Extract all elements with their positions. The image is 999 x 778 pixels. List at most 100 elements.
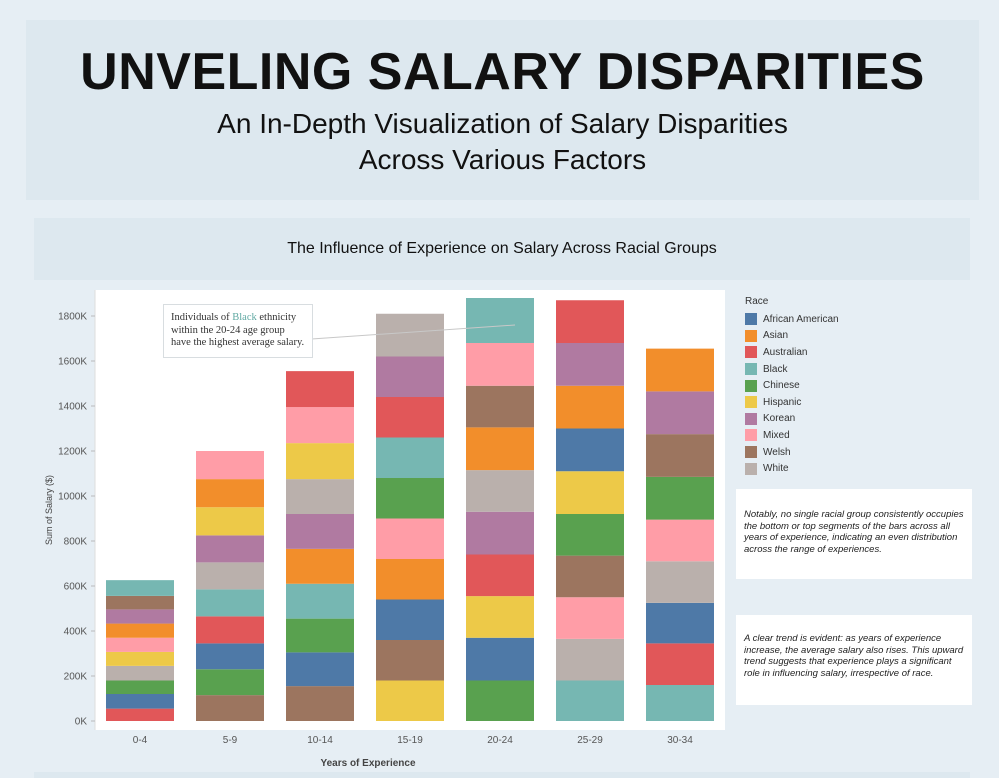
legend-item: Black bbox=[745, 361, 839, 378]
legend-swatch bbox=[745, 429, 757, 442]
insight-note-distribution: Notably, no single racial group consiste… bbox=[736, 489, 972, 579]
page-subtitle-line2: Across Various Factors bbox=[358, 144, 647, 175]
bar-segment bbox=[106, 609, 174, 624]
y-tick-label: 1000K bbox=[58, 492, 87, 503]
y-tick-label: 1800K bbox=[58, 312, 87, 323]
bar-segment bbox=[286, 443, 354, 480]
bar-segment bbox=[106, 580, 174, 596]
bar-segment bbox=[106, 665, 174, 681]
bar-segment bbox=[286, 371, 354, 408]
legend-label: Asian bbox=[763, 330, 789, 342]
bar-segment bbox=[646, 643, 714, 685]
bar-segment bbox=[196, 589, 264, 617]
x-axis-label: Years of Experience bbox=[320, 758, 415, 769]
legend-label: Chinese bbox=[763, 380, 800, 392]
legend-swatch bbox=[745, 446, 757, 459]
bar-segment bbox=[106, 708, 174, 721]
bar-segment bbox=[106, 623, 174, 638]
x-tick-label: 20-24 bbox=[487, 735, 513, 746]
legend-label: Welsh bbox=[763, 446, 791, 458]
page-title: UNVELING SALARY DISPARITIES bbox=[80, 43, 925, 101]
bar-segment bbox=[106, 637, 174, 652]
bar-segment bbox=[466, 596, 534, 638]
bar-segment bbox=[556, 428, 624, 472]
legend-swatch bbox=[745, 363, 757, 376]
legend-swatch bbox=[745, 329, 757, 342]
bar-segment bbox=[376, 437, 444, 478]
bar-segment bbox=[466, 427, 534, 471]
bar-segment bbox=[106, 694, 174, 709]
chart-title-bar: The Influence of Experience on Salary Ac… bbox=[34, 218, 970, 280]
bar-segment bbox=[646, 391, 714, 435]
legend-item: Hispanic bbox=[745, 394, 839, 411]
bar-segment bbox=[466, 385, 534, 428]
x-tick-label: 0-4 bbox=[133, 735, 148, 746]
bar-segment bbox=[376, 640, 444, 681]
bar-segment bbox=[646, 476, 714, 520]
legend: Race African American Asian Australian Blac… bbox=[745, 296, 839, 477]
bar-segment bbox=[466, 511, 534, 555]
legend-item: African American bbox=[745, 311, 839, 328]
bar-segment bbox=[286, 618, 354, 653]
x-tick-label: 25-29 bbox=[577, 735, 603, 746]
legend-swatch bbox=[745, 412, 757, 425]
legend-swatch bbox=[745, 346, 757, 359]
legend-label: Hispanic bbox=[763, 396, 802, 408]
legend-item: Asian bbox=[745, 328, 839, 345]
bar-segment bbox=[466, 343, 534, 386]
bar-segment bbox=[286, 686, 354, 721]
legend-label: Black bbox=[763, 363, 788, 375]
bar-segment bbox=[646, 685, 714, 721]
bar-segment bbox=[196, 643, 264, 670]
legend-title: Race bbox=[745, 296, 769, 307]
bar-segment bbox=[376, 559, 444, 600]
y-tick-label: 1200K bbox=[58, 447, 87, 458]
bar-segment bbox=[376, 356, 444, 397]
bar-segment bbox=[556, 680, 624, 721]
bar-segment bbox=[196, 695, 264, 721]
bar-segment bbox=[196, 669, 264, 696]
legend-item: Australian bbox=[745, 344, 839, 361]
bar-segment bbox=[106, 680, 174, 694]
annotation-leader-line bbox=[296, 324, 516, 341]
y-tick-label: 1600K bbox=[58, 357, 87, 368]
legend-label: White bbox=[763, 463, 789, 475]
legend-swatch bbox=[745, 462, 757, 475]
y-tick-label: 200K bbox=[64, 672, 88, 683]
bar-segment bbox=[196, 479, 264, 508]
bar-segment bbox=[556, 343, 624, 386]
bar-segment bbox=[556, 514, 624, 556]
chart-title: The Influence of Experience on Salary Ac… bbox=[287, 240, 717, 257]
bar-segment bbox=[376, 680, 444, 721]
legend-item: Korean bbox=[745, 411, 839, 428]
annotation-suffix: ethnicity within the 20-24 age group hav… bbox=[171, 312, 305, 348]
bar-segment bbox=[286, 407, 354, 444]
bar-segment bbox=[376, 397, 444, 438]
bar-segment bbox=[646, 519, 714, 562]
bar-segment bbox=[556, 555, 624, 598]
legend-item: Welsh bbox=[745, 444, 839, 461]
bar-segment bbox=[376, 518, 444, 559]
y-tick-label: 1400K bbox=[58, 402, 87, 413]
legend-swatch bbox=[745, 379, 757, 392]
bar-segment bbox=[466, 298, 534, 343]
y-tick-label: 600K bbox=[64, 582, 88, 593]
bar-segment bbox=[556, 471, 624, 514]
legend-item: Chinese bbox=[745, 377, 839, 394]
bar-segment bbox=[556, 638, 624, 681]
bar-segment bbox=[106, 595, 174, 610]
y-tick-label: 400K bbox=[64, 627, 88, 638]
y-tick-label: 0K bbox=[75, 717, 88, 728]
bar-segment bbox=[556, 385, 624, 429]
x-tick-label: 10-14 bbox=[307, 735, 333, 746]
bar-segment bbox=[466, 637, 534, 681]
legend-swatch bbox=[745, 396, 757, 409]
bar-segment bbox=[646, 561, 714, 603]
bar-segment bbox=[556, 300, 624, 343]
bar-segment bbox=[646, 348, 714, 392]
bar-segment bbox=[196, 616, 264, 644]
x-tick-label: 15-19 bbox=[397, 735, 423, 746]
bar-segment bbox=[376, 478, 444, 519]
bar-segment bbox=[466, 554, 534, 597]
